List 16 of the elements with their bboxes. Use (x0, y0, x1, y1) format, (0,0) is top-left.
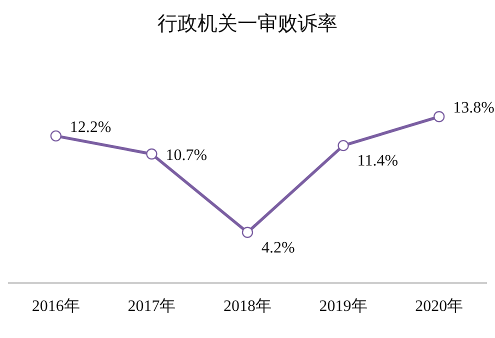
point (146, 148, 158, 160)
x-tick-label: 2020年 (415, 298, 464, 315)
x-tick-label: 2018年 (224, 298, 272, 315)
data-label: 4.2% (262, 239, 295, 256)
point (50, 130, 62, 142)
x-tick-label: 2017年 (128, 298, 176, 315)
x-tick-label: 2016年 (32, 298, 80, 315)
point (242, 226, 254, 238)
point (434, 111, 445, 122)
data-label: 13.8% (453, 100, 494, 117)
data-label: 12.2% (70, 118, 112, 136)
data-label: 10.7% (166, 147, 208, 164)
point (338, 140, 349, 152)
data-label: 11.4% (357, 152, 398, 170)
chart-title: 行政机关一审败诉率 (158, 11, 338, 35)
x-tick-label: 2019年 (319, 298, 368, 315)
